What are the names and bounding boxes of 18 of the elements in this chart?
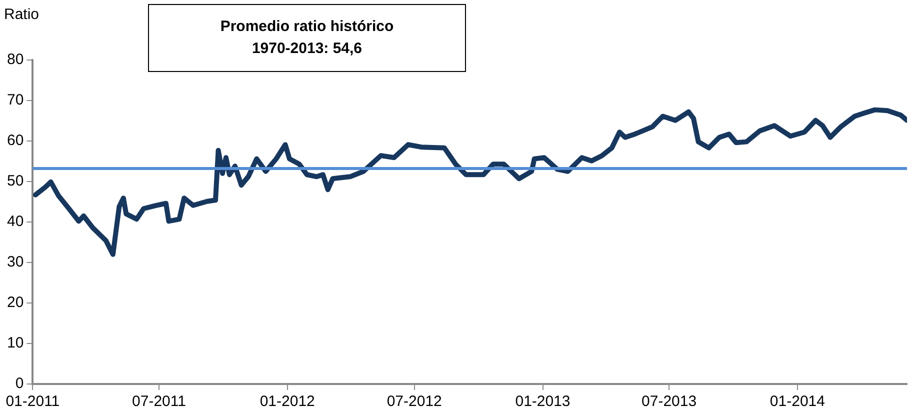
- x-tick-label: 01-2011: [6, 393, 60, 410]
- x-tick-label: 01-2014: [770, 393, 825, 410]
- y-tick-label: 80: [6, 51, 24, 68]
- y-tick-label: 10: [6, 334, 24, 352]
- x-tick-label: 01-2013: [515, 393, 570, 410]
- x-tick-label: 01-2012: [260, 393, 315, 410]
- y-tick-label: 20: [6, 294, 24, 312]
- y-tick-label: 30: [6, 254, 24, 271]
- y-tick-label: 60: [6, 132, 24, 150]
- x-tick-label: 07-2011: [132, 393, 186, 410]
- y-axis-title: Ratio: [4, 6, 40, 23]
- y-tick-label: 50: [6, 172, 24, 190]
- y-tick-label: 0: [15, 375, 24, 392]
- note-box: Promedio ratio histórico 1970-2013: 54,6: [148, 4, 466, 72]
- x-tick-label: 07-2013: [642, 393, 697, 410]
- y-tick-label: 40: [6, 213, 24, 230]
- y-tick-label: 70: [6, 92, 24, 109]
- x-tick-label: 07-2012: [386, 393, 442, 410]
